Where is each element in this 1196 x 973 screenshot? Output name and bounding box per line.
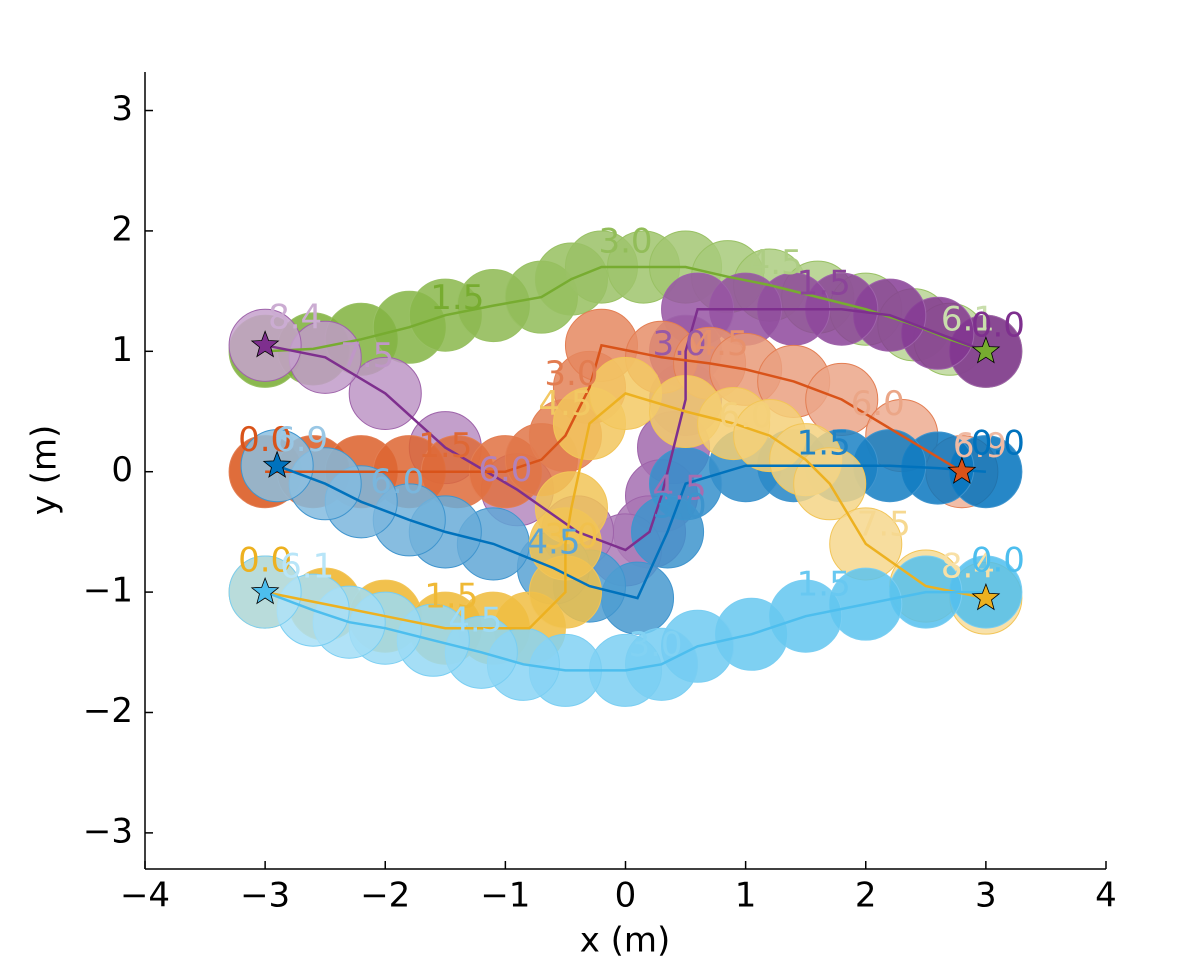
- time-labels: 1.53.04.56.10.01.53.04.56.07.58.40.0 1.53…: [238, 221, 1025, 664]
- time-label: 1.5: [797, 565, 851, 605]
- trajectory-line: [276, 464, 986, 600]
- trajectory-line: [264, 590, 986, 672]
- goal-star: [250, 576, 280, 605]
- x-tick-label: −1: [480, 876, 530, 916]
- time-label: 1.5: [797, 424, 851, 464]
- time-label: 4.5: [653, 468, 707, 508]
- goals: [250, 330, 1001, 611]
- time-label: 6.1: [280, 547, 334, 587]
- time-label: 3.0: [653, 486, 707, 526]
- trajectory-line: [264, 392, 987, 630]
- y-tick-label: 3: [111, 89, 133, 129]
- trajectory-line: [264, 307, 987, 552]
- goal-star: [262, 450, 292, 478]
- time-label: 1.5: [797, 264, 851, 304]
- y-tick-label: 2: [111, 209, 133, 249]
- time-label: 0.0: [971, 540, 1025, 580]
- goal-star: [971, 582, 1001, 611]
- time-label: 7.5: [857, 504, 911, 544]
- x-tick-label: 4: [1095, 876, 1117, 916]
- x-tick-label: −4: [120, 876, 170, 916]
- time-label: 3.0: [598, 221, 652, 261]
- time-label: 6.9: [274, 420, 328, 460]
- time-label: 6.0: [478, 450, 532, 490]
- time-label: 8.4: [941, 547, 995, 587]
- goal-star: [250, 330, 280, 358]
- time-label: 7.5: [340, 336, 394, 376]
- time-label: 6.0: [851, 384, 905, 424]
- time-label: 3.0: [544, 354, 598, 394]
- time-label: 4.5: [749, 243, 803, 283]
- time-label: 0.0: [238, 420, 292, 460]
- y-tick-label: −3: [83, 811, 133, 851]
- time-label: 1.5: [418, 426, 472, 466]
- y-tick-label: 0: [111, 450, 133, 490]
- time-label: 4.5: [526, 522, 580, 562]
- trajectory-line: [265, 343, 963, 473]
- x-tick-label: −3: [240, 876, 290, 916]
- time-label: 3.0: [544, 516, 598, 556]
- goal-star: [971, 336, 1001, 364]
- time-label: 0.0: [238, 540, 292, 580]
- time-label: 4.5: [448, 601, 502, 641]
- time-label: 6.0: [370, 462, 424, 502]
- y-tick-label: −1: [83, 571, 133, 611]
- time-label: 3.0: [653, 324, 707, 364]
- plot-area: 1.53.04.56.10.01.53.04.56.07.58.40.0 1.53…: [228, 221, 1025, 707]
- paths: [264, 265, 987, 672]
- x-axis-label: x (m): [580, 921, 671, 961]
- time-label: 6.1: [941, 300, 995, 340]
- y-tick-label: 1: [111, 330, 133, 370]
- time-label: 4.5: [695, 324, 749, 364]
- time-label: 1.5: [430, 278, 484, 318]
- time-label: 6.0: [719, 396, 773, 436]
- trajectory-line: [265, 265, 987, 353]
- time-label: 8.4: [268, 297, 322, 337]
- time-label: 3.0: [628, 625, 682, 665]
- time-label: 0.0: [971, 306, 1025, 346]
- footprints: [228, 230, 1023, 707]
- y-axis-label: y (m): [25, 425, 65, 516]
- x-tick-label: 2: [855, 876, 877, 916]
- time-label: 4.5: [538, 384, 592, 424]
- time-label: 1.5: [424, 577, 478, 617]
- x-tick-label: −2: [360, 876, 410, 916]
- x-tick-label: 0: [615, 876, 637, 916]
- x-tick-label: 1: [735, 876, 757, 916]
- x-tick-label: 3: [975, 876, 997, 916]
- time-label: 0.0: [971, 424, 1025, 464]
- y-tick-label: −2: [83, 691, 133, 731]
- goal-star: [947, 456, 977, 484]
